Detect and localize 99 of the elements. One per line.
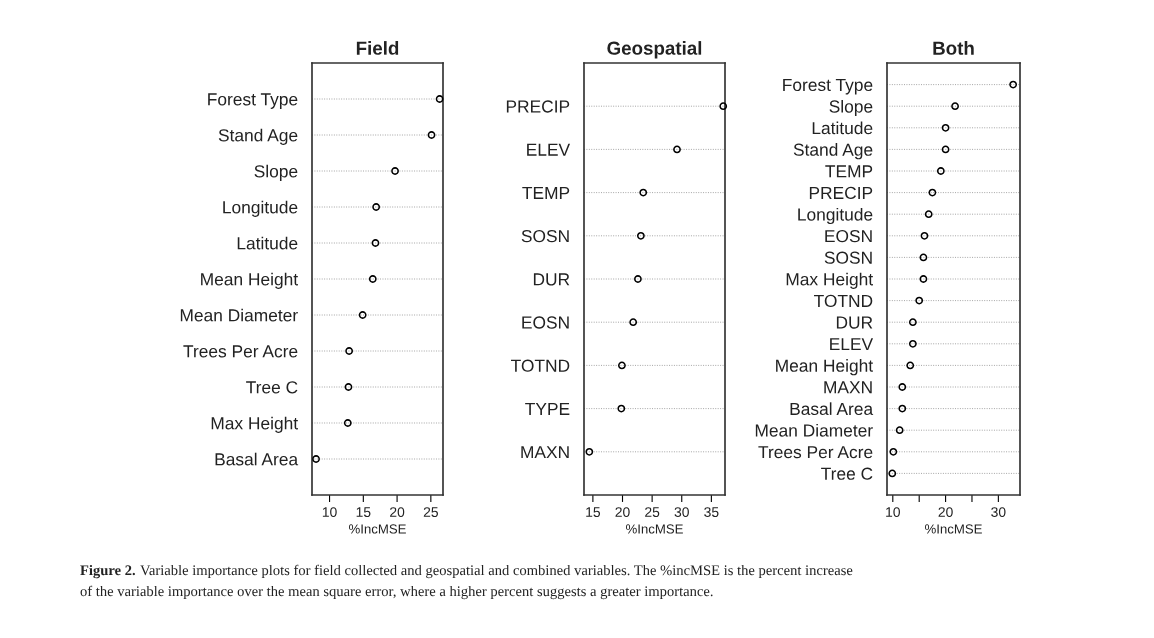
point [888, 469, 897, 478]
y-tick-label: Tree C [821, 467, 873, 480]
x-tick-label: 25 [645, 507, 660, 518]
point [941, 123, 950, 132]
caption: Figure 2. [80, 564, 135, 579]
point [919, 253, 928, 262]
x-tick-label: 25 [423, 507, 438, 518]
y-tick-label: Latitude [812, 121, 873, 135]
y-tick-label: TOTND [511, 359, 570, 372]
point [344, 383, 353, 391]
point [673, 145, 681, 154]
y-tick-label: TEMP [522, 186, 570, 199]
y-tick-label: Trees Per Acre [758, 446, 873, 459]
y-tick-label: Stand Age [793, 143, 873, 160]
y-tick-label: EOSN [522, 316, 569, 329]
x-tick-label: 15 [356, 507, 371, 518]
y-tick-label: PRECIP [809, 186, 873, 200]
y-tick-label: SOSN [824, 251, 872, 264]
point [936, 167, 945, 175]
point [915, 296, 924, 305]
y-tick-label: Longitude [798, 207, 873, 225]
y-tick-label: PRECIP [506, 100, 570, 113]
y-tick-label: Mean Diameter [755, 423, 873, 437]
chart-title: Field [356, 41, 399, 55]
y-tick-label: Forest Type [208, 93, 298, 109]
y-tick-label: TOTND [814, 294, 873, 308]
x-tick-label: 15 [586, 507, 601, 518]
y-tick-label: Mean Diameter [180, 308, 298, 322]
point [639, 188, 648, 197]
point [906, 361, 915, 370]
point [585, 447, 594, 456]
point [719, 102, 728, 111]
point [636, 231, 645, 240]
y-tick-label: Max Height [786, 272, 873, 289]
x-tick-label: 10 [322, 507, 337, 518]
y-tick-label: ELEV [830, 338, 874, 351]
point [951, 102, 959, 111]
y-tick-label: Stand Age [218, 128, 298, 145]
point [345, 347, 354, 355]
point [634, 275, 642, 283]
x-tick-label: 10 [886, 507, 900, 518]
point [895, 426, 904, 435]
y-tick-label: Basal Area [790, 402, 874, 416]
y-tick-label: Tree C [246, 381, 298, 394]
point [928, 188, 937, 197]
point [371, 239, 380, 247]
y-tick-label: ELEV [527, 143, 571, 156]
x-tick-label: 35 [704, 507, 719, 518]
x-axis-title: %IncMSE [925, 524, 982, 534]
point [941, 145, 950, 154]
text: Variable importance plots for field collected and geospatial and combined variables. The %incMSE is the percent increase [140, 564, 853, 579]
chart-title: Both [933, 41, 974, 55]
x-tick-label: 30 [991, 507, 1006, 518]
x-tick-label: 20 [938, 507, 953, 518]
y-tick-label: TEMP [825, 165, 873, 178]
point [358, 311, 367, 319]
point [898, 383, 907, 391]
y-tick-label: Basal Area [215, 452, 299, 466]
point [920, 231, 929, 240]
point [908, 339, 917, 348]
y-tick-label: Latitude [237, 236, 298, 250]
point [889, 447, 898, 456]
x-axis-title: %IncMSE [349, 524, 406, 534]
y-tick-label: Longitude [223, 200, 298, 217]
y-tick-label: Mean Height [201, 272, 298, 289]
point [368, 275, 377, 283]
point [908, 318, 917, 327]
y-tick-label: DUR [836, 316, 873, 329]
point [898, 404, 907, 413]
point [924, 210, 933, 219]
point [312, 455, 320, 463]
y-tick-label: Max Height [211, 416, 298, 433]
point [343, 419, 352, 427]
point [919, 275, 928, 283]
y-tick-label: Slope [254, 164, 298, 181]
x-axis-title: %IncMSE [626, 524, 683, 534]
point [372, 203, 381, 211]
chart-title: Geospatial [607, 41, 702, 59]
y-tick-label: MAXN [824, 381, 872, 394]
x-tick-label: 30 [674, 507, 689, 518]
point [427, 131, 436, 139]
point [629, 318, 638, 327]
x-tick-label: 20 [390, 507, 405, 518]
y-tick-label: MAXN [521, 446, 569, 459]
y-tick-label: EOSN [825, 229, 872, 243]
point [617, 404, 626, 413]
x-tick-label: 20 [615, 507, 630, 518]
point [1009, 80, 1018, 89]
y-tick-label: Slope [829, 99, 873, 117]
point [391, 167, 399, 175]
y-tick-label: Trees Per Acre [183, 345, 298, 358]
point [618, 361, 626, 370]
y-tick-label: Forest Type [783, 78, 873, 95]
y-tick-label: TYPE [525, 402, 570, 415]
y-tick-label: DUR [533, 273, 570, 286]
y-tick-label: Mean Height [776, 359, 873, 376]
text: of the variable importance over the mean square error, where a higher percent suggests a greater importance. [80, 585, 713, 600]
point [435, 95, 444, 103]
y-tick-label: SOSN [521, 229, 569, 243]
